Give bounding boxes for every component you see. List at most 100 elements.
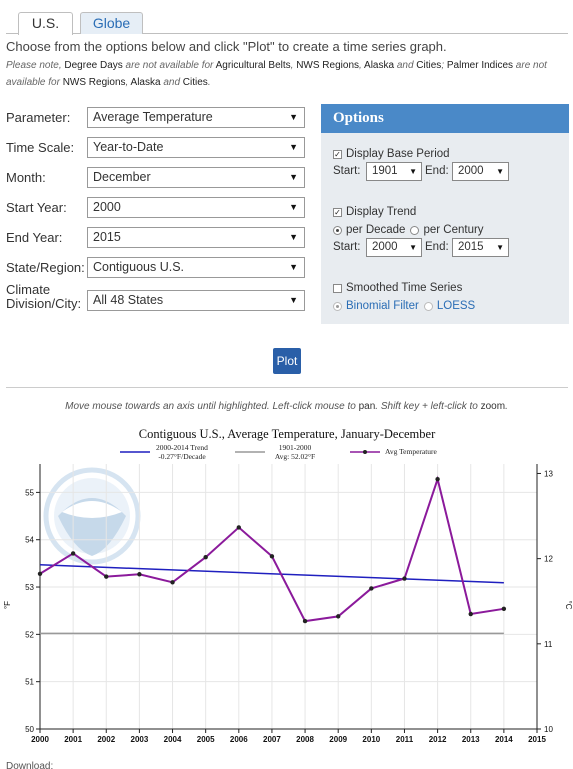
y-axis-label-left: °F [3,601,12,609]
state-region-select[interactable]: Contiguous U.S. ▼ [87,257,305,278]
per-century-radio[interactable] [410,225,420,235]
start-year-select[interactable]: 2000 ▼ [87,197,305,218]
y-tick-label: 50 [25,725,34,734]
data-point [104,574,109,579]
chart-legend: 2000-2014 Trend -0.27°F/Decade 1901-2000… [120,443,438,461]
chevron-down-icon: ▼ [289,112,298,122]
options-title: Options [321,104,569,133]
chart-title: Contiguous U.S., Average Temperature, Ja… [139,427,436,441]
base-start-select[interactable]: 1901 ▼ [366,162,422,181]
data-point [137,572,142,577]
y-axis-label-right: °C [564,601,573,610]
smoothing-method-radios: Binomial Filter LOESS [333,299,475,313]
plot-area: 2000 2001 2002 2003 2004 2005 2006 2007 2008 2009… [25,464,553,744]
chevron-down-icon: ▼ [496,167,504,176]
y-tick-label: 54 [25,536,34,545]
binomial-radio[interactable] [333,301,342,311]
x-tick-label: 2001 [64,735,82,744]
month-label: Month: [6,170,46,185]
x-tick-label: 2011 [396,735,414,744]
chevron-down-icon: ▼ [289,202,298,212]
availability-note: Please note, Degree Days are not availab… [6,60,547,88]
data-point [435,476,440,482]
legend-series-label: Avg Temperature [385,447,438,456]
chevron-down-icon: ▼ [289,295,298,305]
chevron-down-icon: ▼ [289,232,298,242]
data-point [402,576,407,581]
data-point [203,555,208,560]
time-scale-select[interactable]: Year-to-Date ▼ [87,137,305,158]
x-tick-label: 2012 [429,735,447,744]
x-tick-label: 2005 [197,735,215,744]
parameter-select[interactable]: Average Temperature ▼ [87,107,305,128]
x-tick-label: 2006 [230,735,248,744]
y-tick-label: 53 [25,583,34,592]
checkbox[interactable] [333,283,342,293]
x-tick-label: 2010 [362,735,380,744]
display-base-period-toggle[interactable]: ✓ Display Base Period [333,148,450,160]
base-start-label: Start: [333,165,361,177]
start-year-label: Start Year: [6,200,67,215]
trend-start-select[interactable]: 2000 ▼ [366,238,422,257]
legend-base-label: 1901-2000 [279,443,312,452]
chevron-down-icon: ▼ [289,262,298,272]
data-point [70,551,76,556]
x-tick-label: 2015 [528,735,546,744]
per-decade-radio[interactable] [333,225,342,235]
options-panel: Options ✓ Display Base Period Start: 1901… [321,104,569,324]
x-tick-label: 2007 [263,735,281,744]
download-label: Download: [6,761,54,769]
trend-line [39,564,504,584]
plot-button[interactable]: Plot [273,348,301,374]
trend-end-select[interactable]: 2015 ▼ [452,238,509,257]
x-tick-label: 2014 [495,735,513,744]
chevron-down-icon: ▼ [409,167,417,176]
data-point [37,571,43,576]
y-tick-label: 55 [25,488,34,497]
data-point [468,611,473,617]
x-tick-label: 2008 [296,735,314,744]
chevron-down-icon: ▼ [496,243,504,252]
tab-globe[interactable]: Globe [80,12,143,34]
parameter-label: Parameter: [6,110,71,125]
end-year-label: End Year: [6,230,63,245]
month-select[interactable]: December ▼ [87,167,305,188]
x-tick-label: 2009 [329,735,347,744]
base-end-select[interactable]: 2000 ▼ [452,162,509,181]
y-tick-label-right: 13 [544,469,553,478]
data-point [336,614,341,619]
time-series-chart[interactable]: Contiguous U.S., Average Temperature, Ja… [0,420,573,769]
legend-trend-value: -0.27°F/Decade [158,452,206,461]
x-tick-label: 2013 [462,735,480,744]
x-tick-label: 2000 [31,735,49,744]
end-year-select[interactable]: 2015 ▼ [87,227,305,248]
trend-unit-radios: per Decade per Century [333,223,484,237]
smoothed-toggle[interactable]: Smoothed Time Series [333,281,462,295]
state-region-label: State/Region: [6,260,85,275]
check-icon[interactable]: ✓ [333,207,342,217]
chevron-down-icon: ▼ [289,142,298,152]
y-tick-label-right: 12 [544,555,553,564]
tab-us[interactable]: U.S. [18,12,73,35]
display-trend-toggle[interactable]: ✓ Display Trend [333,206,417,218]
base-end-label: End: [425,165,449,177]
data-point [369,586,374,591]
loess-radio[interactable] [423,301,433,311]
legend-series-marker [363,450,367,454]
tab-bar: U.S. Globe [6,12,568,35]
chevron-down-icon: ▼ [409,243,417,252]
climate-division-label: Climate Division/City: [6,282,82,311]
trend-start-label: Start: [333,241,361,253]
legend-base-value: Avg: 52.02°F [275,452,315,461]
y-tick-label: 51 [25,678,34,687]
y-tick-label: 52 [25,630,34,639]
x-tick-label: 2003 [131,735,149,744]
data-point [269,554,275,559]
check-icon[interactable]: ✓ [333,149,342,159]
data-point [302,618,308,624]
climate-division-select[interactable]: All 48 States ▼ [87,290,305,311]
chart-hint: Move mouse towards an axis until highlig… [65,401,508,412]
divider [6,387,568,388]
time-scale-label: Time Scale: [6,140,75,155]
data-point [501,606,507,612]
